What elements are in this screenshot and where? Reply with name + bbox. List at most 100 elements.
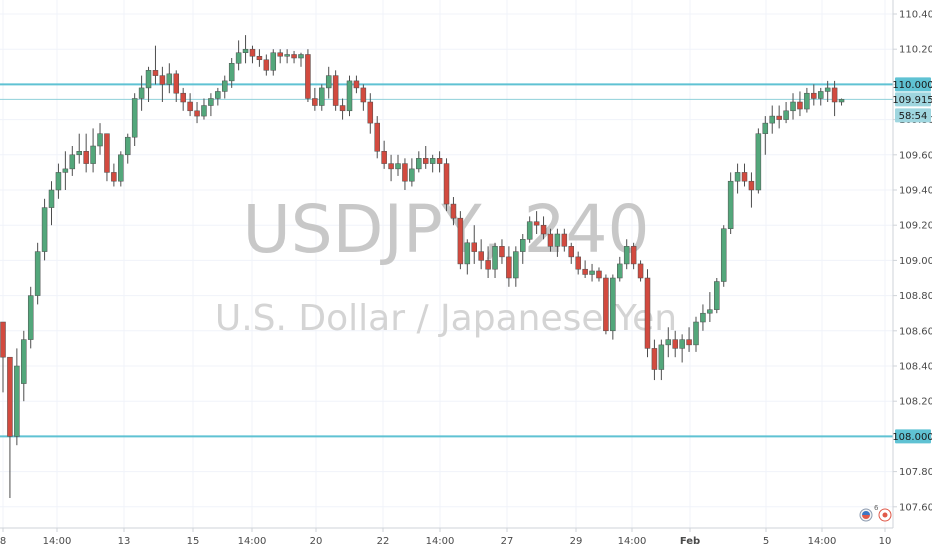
candle-up <box>679 339 685 349</box>
candle-down <box>436 158 443 164</box>
candle-up <box>62 168 69 173</box>
candle-up <box>284 54 290 57</box>
candle-down <box>0 321 6 358</box>
candle-up <box>69 154 76 170</box>
candle-up <box>513 251 519 279</box>
candle-up <box>27 295 34 340</box>
candle-up <box>145 70 152 89</box>
candle-up <box>623 246 630 265</box>
candle-down <box>83 151 89 164</box>
candle-up <box>131 98 138 138</box>
candle-up <box>492 246 498 270</box>
record-icon[interactable] <box>878 508 892 522</box>
candle-down <box>561 233 568 247</box>
y-tick-label: 107.600 <box>899 502 932 513</box>
candle-down <box>575 256 581 270</box>
candle-up <box>755 133 762 191</box>
candle-down <box>332 75 339 106</box>
y-tick-label: 109.600 <box>899 150 932 161</box>
candle-up <box>610 277 616 332</box>
candle-down <box>457 217 464 265</box>
y-tick-label: 108.400 <box>899 362 932 373</box>
candle-up <box>325 75 332 89</box>
candle-down <box>540 224 547 235</box>
candle-up <box>520 239 526 252</box>
candle-down <box>748 180 755 191</box>
candle-up <box>658 344 665 370</box>
candle-up <box>804 92 810 110</box>
x-tick-label: 14:00 <box>426 536 455 547</box>
x-tick-label: 14:00 <box>808 536 837 547</box>
candle-down <box>7 356 13 437</box>
candle-down <box>533 221 540 226</box>
x-axis-ticks: 8 14:00 13 15 14:00 20 22 14:00 27 29 14:00 Feb 5 14:… <box>0 528 891 547</box>
candle-up <box>727 180 734 229</box>
candle-up <box>242 48 249 53</box>
candle-up <box>429 158 436 164</box>
candle-down <box>686 339 692 346</box>
candle-down <box>312 98 318 106</box>
x-tick-label: Feb <box>680 536 700 547</box>
x-tick-label: 20 <box>310 536 323 547</box>
candle-down <box>104 133 110 173</box>
candle-down <box>381 151 387 164</box>
candle-down <box>339 105 346 112</box>
candle-up <box>346 80 353 112</box>
ideas-icon[interactable]: 6 <box>859 504 879 522</box>
candle-down <box>159 75 166 85</box>
level-price-tag-bg <box>895 77 931 92</box>
candles <box>0 35 845 498</box>
candle-down <box>741 172 748 182</box>
x-tick-label: 22 <box>377 536 390 547</box>
x-tick-label: 14:00 <box>43 536 72 547</box>
x-tick-label: 5 <box>763 536 769 547</box>
candle-down <box>831 87 838 103</box>
y-tick-label: 108.800 <box>899 291 932 302</box>
candle-down <box>450 203 457 219</box>
candle-up <box>138 87 145 99</box>
candle-down <box>263 59 270 71</box>
candle-up <box>319 87 325 106</box>
candle-up <box>714 281 720 310</box>
candle-up <box>41 207 48 252</box>
svg-text:6: 6 <box>874 504 879 512</box>
candle-up <box>817 91 824 99</box>
candle-up <box>222 80 228 92</box>
candle-down <box>422 158 429 164</box>
candle-down <box>402 163 408 182</box>
candle-up <box>824 87 831 92</box>
candle-down <box>277 52 283 57</box>
candle-up <box>90 145 96 164</box>
candle-up <box>48 189 55 208</box>
candle-up <box>395 163 401 170</box>
candle-up <box>166 73 173 85</box>
candle-down <box>637 263 644 279</box>
candle-up <box>55 172 62 191</box>
candle-up <box>790 101 796 112</box>
candle-down <box>471 242 477 252</box>
candle-up <box>707 309 713 314</box>
x-tick-label: 29 <box>570 536 583 547</box>
candle-down <box>194 110 200 117</box>
candle-up <box>665 339 672 346</box>
candle-down <box>173 73 179 94</box>
candle-up <box>464 242 471 265</box>
candle-down <box>443 163 450 205</box>
level-price-tag-bg <box>895 429 931 444</box>
watermark-description: U.S. Dollar / Japanese Yen <box>215 298 677 339</box>
candle-down <box>811 92 817 99</box>
candle-up <box>270 52 277 71</box>
candle-down <box>388 163 394 170</box>
bar-countdown-tag-bg <box>895 108 931 123</box>
candle-down <box>305 54 311 99</box>
y-tick-label: 110.200 <box>899 45 932 56</box>
level-price-tag: 110.000 <box>892 80 932 91</box>
candle-down <box>797 101 803 110</box>
candle-down <box>506 256 512 279</box>
candle-down <box>568 246 575 258</box>
x-tick-label: 14:00 <box>618 536 647 547</box>
candle-up <box>14 365 20 437</box>
chart-toolbar-icons[interactable]: 6 <box>859 504 892 522</box>
